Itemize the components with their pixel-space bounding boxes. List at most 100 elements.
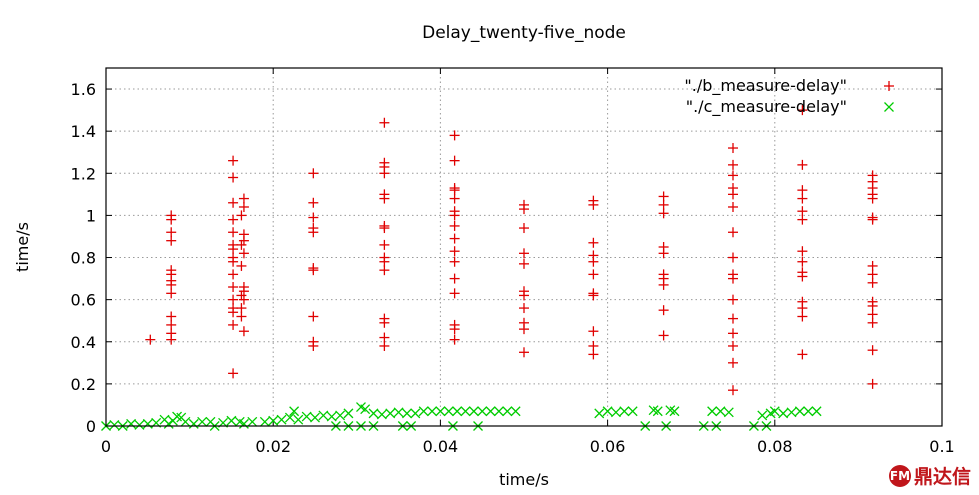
b-delay-point [379, 317, 390, 328]
b-delay-point [867, 317, 878, 328]
b-delay-point [658, 305, 669, 316]
c-delay-point [594, 408, 605, 419]
b-delay-point [379, 265, 390, 276]
b-delay-point [867, 214, 878, 225]
c-delay-point [134, 419, 145, 430]
y-tick-label: 0.4 [71, 333, 96, 352]
x-tick-labels: 0 0.02 0.04 0.06 0.08 0.1 [101, 437, 955, 456]
b-delay-point [228, 227, 239, 238]
c-delay-point [669, 406, 680, 417]
b-delay-point [797, 193, 808, 204]
c-delay-point [707, 406, 718, 417]
x-tick-label: 0 [101, 437, 111, 456]
b-delay-point [658, 330, 669, 341]
b-delay-point [228, 256, 239, 267]
b-delay-point [166, 214, 177, 225]
b-delay-point [519, 347, 529, 358]
x-tick-label: 0.1 [929, 437, 954, 456]
c-delay-point [268, 415, 279, 426]
b-delay-point [449, 246, 460, 257]
b-delay-point [728, 159, 738, 170]
c-delay-point [163, 418, 174, 429]
b-delay-point [449, 130, 460, 141]
b-delay-point [379, 223, 390, 234]
b-delay-point [728, 340, 738, 351]
plot-frame [105, 67, 943, 427]
c-delay-point [335, 410, 346, 421]
b-delay-point [449, 220, 460, 231]
b-delay-point [166, 235, 177, 246]
c-delay-point [259, 416, 270, 427]
y-tick-label: 0.8 [71, 249, 96, 268]
b-delay-point [308, 227, 319, 238]
b-delay-point [379, 332, 390, 343]
c-delay-point [343, 408, 354, 419]
c-delay-point [247, 416, 258, 427]
y-tick-labels: 0 0.2 0.4 0.6 0.8 1 1.2 1.4 1.6 [71, 80, 96, 436]
b-delay-point [658, 279, 669, 290]
b-delay-point [449, 256, 460, 267]
c-delay-point [723, 407, 734, 418]
chart-title: Delay_twenty-five_node [422, 23, 626, 43]
b-delay-point [519, 258, 529, 269]
b-delay-point [166, 227, 177, 238]
b-delay-point [797, 185, 808, 196]
x-tick-label: 0.04 [423, 437, 459, 456]
b-delay-point [236, 303, 247, 314]
b-delay-point [588, 237, 599, 248]
c-delay-point [360, 404, 371, 415]
x-axis-label: time/s [499, 470, 549, 489]
c-delay-point [502, 406, 513, 417]
b-delay-point [228, 172, 239, 183]
b-delay-point [867, 193, 878, 204]
b-delay-point [236, 239, 247, 250]
y-axis-label: time/s [13, 222, 32, 272]
c-delay-point [485, 406, 496, 417]
c-delay-point [452, 406, 463, 417]
c-delay-point [757, 410, 768, 421]
b-delay-point [728, 273, 738, 284]
b-delay-point [658, 199, 669, 210]
c-delay-point [276, 414, 287, 425]
b-delay-point [228, 214, 239, 225]
b-delay-point [728, 189, 738, 200]
b-delay-point [166, 334, 177, 345]
b-delay-point [519, 248, 529, 259]
c-delay-point [126, 418, 137, 429]
c-delay-point [284, 412, 295, 423]
c-delay-point [293, 414, 304, 425]
b-delay-point [658, 248, 669, 259]
c-delay-point [477, 406, 488, 417]
b-delay-point [379, 117, 390, 128]
b-delay-point [449, 288, 460, 299]
b-delay-point [728, 201, 738, 212]
legend-marker [884, 102, 894, 112]
b-delay-point [308, 265, 319, 276]
c-delay-point [769, 406, 780, 417]
b-delay-point [236, 311, 247, 322]
b-delay-point [797, 105, 808, 116]
b-delay-point [228, 282, 239, 293]
c-delay-point [289, 406, 300, 417]
b-delay-point [797, 349, 808, 360]
b-delay-point [588, 269, 599, 280]
c-delay-point [443, 406, 454, 417]
b-delay-point [867, 277, 878, 288]
b-delay-point [236, 290, 247, 301]
b-delay-point [166, 279, 177, 290]
b-delay-point [449, 324, 460, 335]
b-delay-point [166, 319, 177, 330]
b-delay-point [867, 345, 878, 356]
b-delay-point [588, 256, 599, 267]
b-delay-point [728, 357, 738, 368]
c-delay-point [468, 406, 479, 417]
b-delay-point [228, 197, 239, 208]
b-delay-point [588, 199, 599, 210]
x-tick-label: 0.06 [590, 437, 626, 456]
c-delay-point [410, 408, 421, 419]
b-delay-point [588, 326, 599, 337]
c-delay-point [786, 407, 797, 418]
b-delay-point [728, 313, 738, 324]
c-delay-point [435, 406, 446, 417]
b-delay-point [867, 309, 878, 320]
